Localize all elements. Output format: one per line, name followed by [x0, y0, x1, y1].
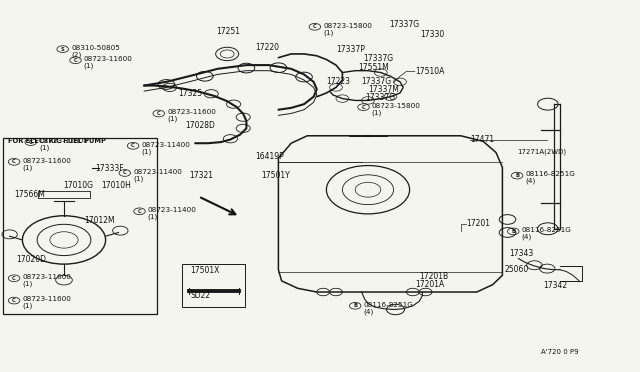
Text: 08310-50805: 08310-50805	[71, 45, 120, 51]
Text: 08723-11600: 08723-11600	[22, 158, 71, 164]
Text: (1): (1)	[133, 175, 143, 182]
Text: 17330: 17330	[420, 30, 445, 39]
Text: (1): (1)	[141, 148, 152, 155]
Text: C: C	[12, 276, 16, 281]
Text: 17337P: 17337P	[337, 45, 365, 54]
Text: C: C	[29, 140, 33, 145]
Text: 17010G: 17010G	[63, 181, 93, 190]
Text: 08723-11600: 08723-11600	[22, 296, 71, 302]
Text: 17343: 17343	[509, 249, 533, 258]
Text: C: C	[138, 209, 141, 214]
Text: 17510A: 17510A	[415, 67, 444, 76]
Text: 17271A(2WD): 17271A(2WD)	[517, 148, 566, 155]
Text: 17020D: 17020D	[16, 255, 46, 264]
Text: 17566M: 17566M	[14, 190, 45, 199]
Text: 17201A: 17201A	[415, 280, 444, 289]
Text: 08723-11400: 08723-11400	[148, 207, 196, 213]
Text: (1): (1)	[372, 109, 382, 116]
Text: SD22: SD22	[190, 291, 210, 300]
Text: 08723-11600: 08723-11600	[84, 56, 132, 62]
Text: S: S	[61, 46, 65, 52]
Text: C: C	[362, 105, 365, 110]
Text: (1): (1)	[22, 164, 33, 171]
Text: (1): (1)	[323, 29, 333, 36]
Text: (1): (1)	[84, 62, 94, 69]
Text: (1): (1)	[148, 214, 158, 220]
Text: 08116-8251G: 08116-8251G	[364, 302, 413, 308]
Text: 17337G: 17337G	[365, 93, 395, 102]
Text: 17501X: 17501X	[190, 266, 220, 275]
Text: 08723-15800: 08723-15800	[323, 23, 372, 29]
Text: 17337M: 17337M	[369, 85, 399, 94]
Bar	[3, 138, 157, 314]
Text: C: C	[157, 111, 161, 116]
Text: 17501Y: 17501Y	[261, 171, 290, 180]
Text: 08723-11400: 08723-11400	[141, 142, 190, 148]
Text: C: C	[123, 170, 127, 176]
Text: C: C	[313, 24, 317, 29]
Text: B: B	[353, 303, 357, 308]
Text: (2): (2)	[71, 51, 81, 58]
Text: 17223: 17223	[326, 77, 349, 86]
Text: FOR ELECTRIC FUEL PUMP: FOR ELECTRIC FUEL PUMP	[8, 138, 106, 144]
Text: 16419P: 16419P	[255, 153, 284, 161]
Text: 17201B: 17201B	[419, 272, 449, 280]
Text: 17337G: 17337G	[364, 54, 394, 63]
Text: 17333F: 17333F	[95, 164, 124, 173]
Text: 08116-8251G: 08116-8251G	[522, 227, 572, 233]
Text: 17028D: 17028D	[186, 121, 216, 130]
Text: (4): (4)	[364, 308, 374, 315]
Text: 17337G: 17337G	[389, 20, 419, 29]
Text: 17201: 17201	[466, 219, 490, 228]
Text: (1): (1)	[22, 303, 33, 310]
Text: 08723-11600: 08723-11600	[167, 109, 216, 115]
Text: 17012M: 17012M	[84, 216, 115, 225]
Text: 08723-15800: 08723-15800	[372, 103, 420, 109]
Text: 08723-11600: 08723-11600	[22, 274, 71, 280]
Text: C: C	[74, 58, 77, 63]
Text: (1): (1)	[167, 116, 177, 122]
Text: C: C	[131, 143, 135, 148]
Text: 17325: 17325	[178, 89, 202, 98]
Text: (4): (4)	[522, 234, 532, 240]
Text: 08723-11400: 08723-11400	[133, 169, 182, 175]
Text: B: B	[515, 173, 519, 178]
Text: 08116-8251G: 08116-8251G	[525, 171, 575, 177]
Text: 08723-11600: 08723-11600	[39, 138, 88, 144]
Text: 17342: 17342	[543, 281, 567, 290]
Text: B: B	[511, 229, 515, 234]
Text: 25060: 25060	[504, 265, 529, 274]
Text: 17010H: 17010H	[101, 181, 131, 190]
Text: 17471: 17471	[470, 135, 495, 144]
Text: (1): (1)	[22, 280, 33, 287]
Text: C: C	[12, 298, 16, 303]
Text: 17337G: 17337G	[361, 77, 391, 86]
Text: A'720 0 P9: A'720 0 P9	[541, 349, 579, 355]
Text: 17220: 17220	[255, 43, 279, 52]
Text: (4): (4)	[525, 178, 536, 185]
Text: (1): (1)	[39, 144, 49, 151]
Bar	[182, 264, 245, 307]
Text: 17551M: 17551M	[358, 63, 389, 72]
Text: 17251: 17251	[216, 27, 241, 36]
Text: C: C	[12, 159, 16, 164]
Text: 17321: 17321	[189, 171, 212, 180]
